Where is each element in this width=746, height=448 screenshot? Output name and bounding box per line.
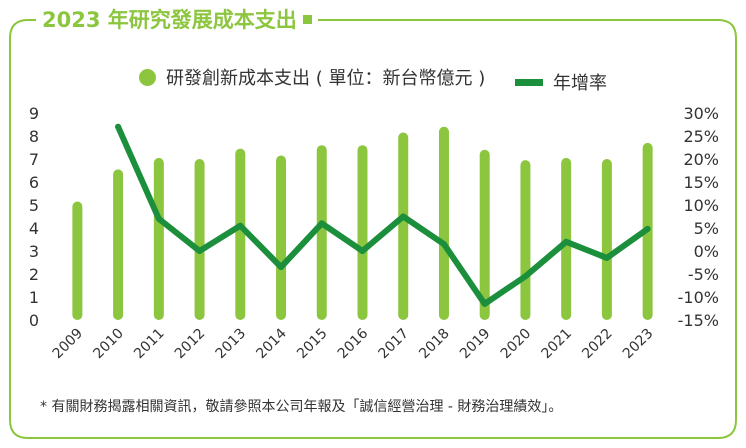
chart-legend: 研發創新成本支出 ( 單位：新台幣億元 ) 年增率 [0,64,746,95]
expenditure-bar [113,169,124,320]
x-tick-label: 2010 [90,326,127,363]
expenditure-bar [398,132,409,320]
x-tick-label: 2022 [579,326,616,363]
growth-rate-point [400,213,407,220]
y-left-tick-label: 6 [29,173,39,192]
chart-title: 2023 年研究發展成本支出 [36,4,318,36]
title-square-icon [302,15,312,24]
x-tick-label: 2019 [457,326,494,363]
x-tick-label: 2012 [172,326,209,363]
y-right-tick-label: -10% [678,288,719,307]
y-left-tick-label: 0 [29,311,39,330]
growth-rate-point [603,254,610,261]
y-right-tick-label: 25% [683,127,719,146]
y-left-tick-label: 7 [29,150,39,169]
y-right-tick-label: 20% [683,150,719,169]
x-tick-label: 2016 [335,325,372,362]
x-tick-label: 2023 [620,326,657,363]
chart-title-text: 2023 年研究發展成本支出 [42,8,297,32]
x-tick-label: 2009 [50,326,87,363]
expenditure-bar [194,159,205,320]
legend-label-growth: 年增率 [552,73,607,94]
expenditure-bar [235,148,246,320]
legend-label-expenditure: 研發創新成本支出 ( 單位：新台幣億元 ) [166,68,486,89]
y-right-tick-label: 30% [683,104,719,123]
growth-rate-point [155,215,162,222]
growth-rate-point [563,238,570,245]
growth-rate-point [644,225,651,232]
expenditure-bar [438,126,449,320]
y-left-tick-label: 2 [29,265,39,284]
growth-rate-point [115,123,122,130]
x-tick-label: 2013 [213,326,250,363]
y-left-tick-label: 8 [29,127,39,146]
growth-rate-point [440,241,447,248]
y-right-tick-label: -5% [688,265,719,284]
legend-item-growth: 年增率 [514,69,607,95]
x-tick-label: 2018 [416,326,453,363]
expenditure-bar [520,160,531,320]
expenditure-bar [601,159,612,320]
x-tick-label: 2021 [538,326,575,363]
growth-rate-point [237,222,244,229]
y-left-tick-label: 9 [29,104,39,123]
growth-rate-point [318,220,325,227]
y-right-tick-label: 10% [683,196,719,215]
x-tick-label: 2017 [376,326,413,363]
y-right-tick-label: 5% [694,219,719,238]
x-tick-label: 2015 [294,326,331,363]
y-left-tick-label: 1 [29,288,39,307]
y-left-tick-label: 3 [29,242,39,261]
y-right-tick-label: -15% [678,311,719,330]
expenditure-bar [276,155,287,320]
growth-rate-point [196,248,203,254]
growth-rate-point [359,248,366,254]
expenditure-bar [153,157,164,320]
y-left-tick-label: 5 [29,196,39,215]
legend-item-expenditure: 研發創新成本支出 ( 單位：新台幣億元 ) [139,64,485,90]
expenditure-bar [357,145,368,320]
x-tick-label: 2011 [131,326,168,363]
growth-rate-point [522,273,529,280]
expenditure-bar [72,201,83,320]
growth-rate-line [115,123,651,307]
y-right-tick-label: 15% [683,173,719,192]
growth-rate-point [278,264,285,271]
x-tick-label: 2020 [498,326,535,363]
growth-rate-point [481,300,488,307]
legend-line-marker-icon [514,78,543,86]
y-right-tick-label: 0% [694,242,719,261]
expenditure-bar [479,149,490,320]
footnote: * 有關財務揭露相關資訊，敬請參照本公司年報及「誠信經營治理 - 財務治理績效」… [40,399,563,415]
expenditure-bar [316,145,327,320]
legend-bar-marker-icon [139,68,157,86]
y-left-tick-label: 4 [29,219,39,238]
x-tick-label: 2014 [253,325,290,362]
